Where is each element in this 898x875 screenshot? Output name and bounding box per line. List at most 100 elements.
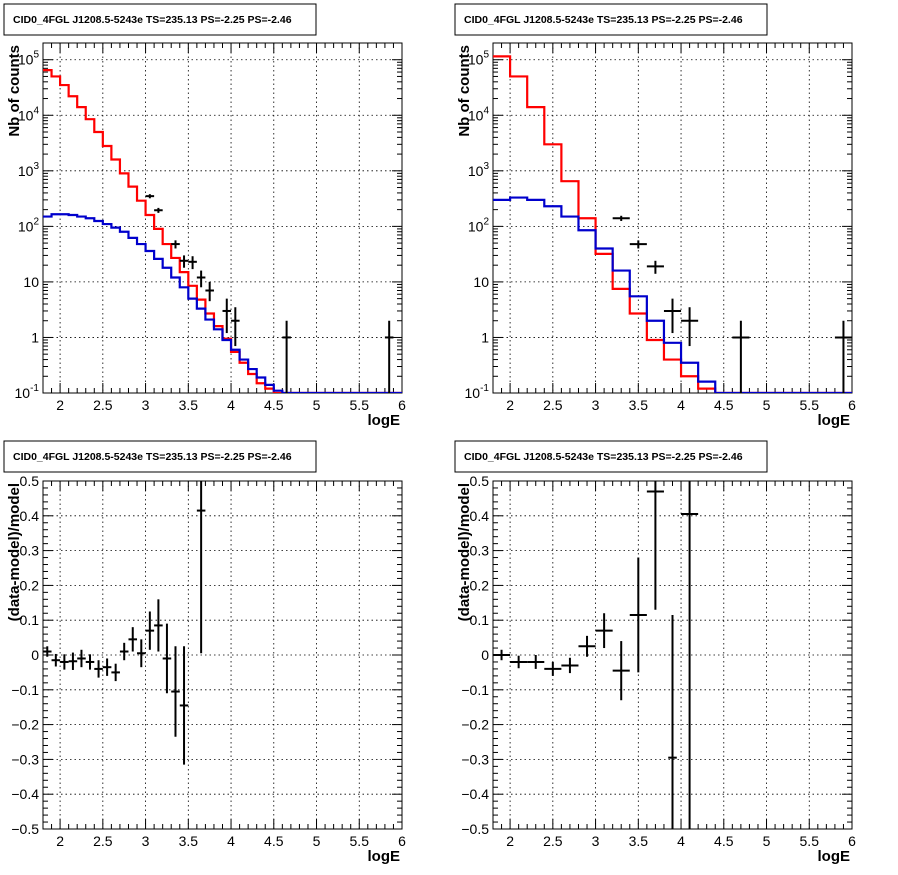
- data-point: [154, 599, 163, 652]
- x-tick-label: 4.5: [264, 397, 284, 413]
- x-tick-label: 2: [56, 397, 64, 413]
- y-tick-label: −0.1: [461, 682, 489, 698]
- chart-title-box: CID0_4FGL J1208.5-5243e TS=235.13 PS=-2.…: [3, 3, 317, 36]
- y-tick-label: −0.3: [461, 751, 489, 767]
- data-point: [137, 639, 146, 668]
- y-tick-label: −0.4: [11, 786, 39, 802]
- data-layer: [493, 481, 699, 829]
- x-tick-label: 5.5: [350, 833, 370, 849]
- data-point: [43, 646, 52, 657]
- data-point: [154, 207, 163, 213]
- y-tick-label: 104: [18, 105, 40, 123]
- x-tick-label: 4.5: [264, 833, 284, 849]
- data-point: [162, 623, 172, 694]
- data-layer: [43, 481, 206, 765]
- y-tick-label: 0.5: [470, 473, 490, 489]
- x-tick-label: 2: [56, 833, 64, 849]
- x-tick-label: 3.5: [629, 833, 649, 849]
- data-point: [282, 320, 291, 393]
- data-point: [128, 627, 138, 652]
- data-point: [493, 649, 511, 661]
- x-tick-label: 6: [848, 397, 856, 413]
- series-2-step-line: [43, 213, 402, 393]
- title-frame: [454, 440, 768, 473]
- data-point: [732, 320, 750, 393]
- data-layer: [43, 69, 402, 393]
- x-axis-label: logE: [818, 412, 851, 429]
- x-tick-label: 3: [142, 833, 150, 849]
- chart-pad-4: 2 2.5 3 3.5 4 4.5 5 5.5 6logE−0.5−0.4−0.3−0.2−0.…: [454, 440, 856, 865]
- data-point: [188, 256, 197, 270]
- data-point: [145, 611, 155, 650]
- data-point: [612, 641, 630, 701]
- y-tick-label: 105: [18, 50, 40, 68]
- y-tick-label: 0.2: [470, 577, 490, 593]
- y-axis-label: Nb of counts: [456, 45, 473, 137]
- y-tick-label: 1: [481, 329, 489, 345]
- data-point: [222, 298, 232, 334]
- data-point: [231, 307, 240, 347]
- data-point: [179, 646, 189, 765]
- y-tick-label: 0: [31, 647, 39, 663]
- data-point: [68, 652, 78, 670]
- y-tick-label: 10-1: [15, 383, 40, 401]
- y-tick-label: 105: [468, 50, 490, 68]
- data-point: [663, 298, 682, 334]
- y-tick-label: 0.1: [470, 612, 490, 628]
- chart-pad-3: 2 2.5 3 3.5 4 4.5 5 5.5 6logE−0.5−0.4−0.3−0.2−0.…: [3, 440, 406, 865]
- series-2-step-line: [493, 196, 852, 393]
- x-tick-label: 5.5: [350, 397, 370, 413]
- y-tick-label: 0.3: [20, 543, 40, 559]
- y-tick-label: 0.2: [20, 577, 40, 593]
- y-tick-label: 0.4: [470, 508, 490, 524]
- chart-title: CID0_4FGL J1208.5-5243e TS=235.13 PS=-2.…: [13, 14, 292, 26]
- y-axis-label: Nb of counts: [6, 45, 23, 137]
- y-axis-label: (data-model)/model: [456, 483, 473, 621]
- y-axis: −0.5 −0.4 −0.3 −0.2 −0.1 0 0.1 0.2 0.3 0.4 0.5(dat…: [6, 473, 402, 837]
- x-tick-label: 2.5: [543, 397, 563, 413]
- y-tick-label: 0.3: [470, 543, 490, 559]
- x-tick-label: 3: [592, 397, 600, 413]
- y-tick-label: −0.4: [461, 786, 489, 802]
- x-axis-label: logE: [818, 848, 851, 865]
- data-point: [102, 658, 112, 676]
- data-point: [205, 281, 214, 302]
- x-tick-label: 3: [592, 833, 600, 849]
- y-tick-label: 103: [468, 161, 490, 179]
- y-tick-label: 0: [481, 647, 489, 663]
- y-axis-label: (data-model)/model: [6, 483, 23, 621]
- chart-title: CID0_4FGL J1208.5-5243e TS=235.13 PS=-2.…: [464, 14, 743, 26]
- data-point: [510, 655, 528, 669]
- data-point: [834, 320, 852, 393]
- chart-title-box: CID0_4FGL J1208.5-5243e TS=235.13 PS=-2.…: [454, 3, 768, 36]
- series-1-step-line: [43, 69, 402, 393]
- y-tick-label: 102: [18, 216, 40, 234]
- chart-title: CID0_4FGL J1208.5-5243e TS=235.13 PS=-2.…: [13, 451, 292, 463]
- data-point: [544, 661, 562, 676]
- x-axis-label: logE: [368, 412, 401, 429]
- data-point: [51, 653, 61, 667]
- x-tick-label: 2.5: [93, 833, 113, 849]
- data-point: [384, 320, 394, 393]
- data-point: [668, 614, 677, 829]
- x-tick-label: 6: [848, 833, 856, 849]
- x-tick-label: 5.5: [800, 833, 820, 849]
- x-tick-label: 4: [677, 833, 685, 849]
- title-frame: [454, 3, 768, 36]
- y-tick-label: 0.5: [20, 473, 40, 489]
- y-tick-label: 0.4: [20, 508, 40, 524]
- x-tick-label: 5: [763, 397, 771, 413]
- x-tick-label: 5.5: [800, 397, 820, 413]
- data-point: [681, 481, 699, 829]
- x-tick-label: 5: [313, 833, 321, 849]
- y-tick-label: 104: [468, 105, 490, 123]
- chart-title-box: CID0_4FGL J1208.5-5243e TS=235.13 PS=-2.…: [454, 440, 768, 473]
- data-point: [171, 646, 180, 737]
